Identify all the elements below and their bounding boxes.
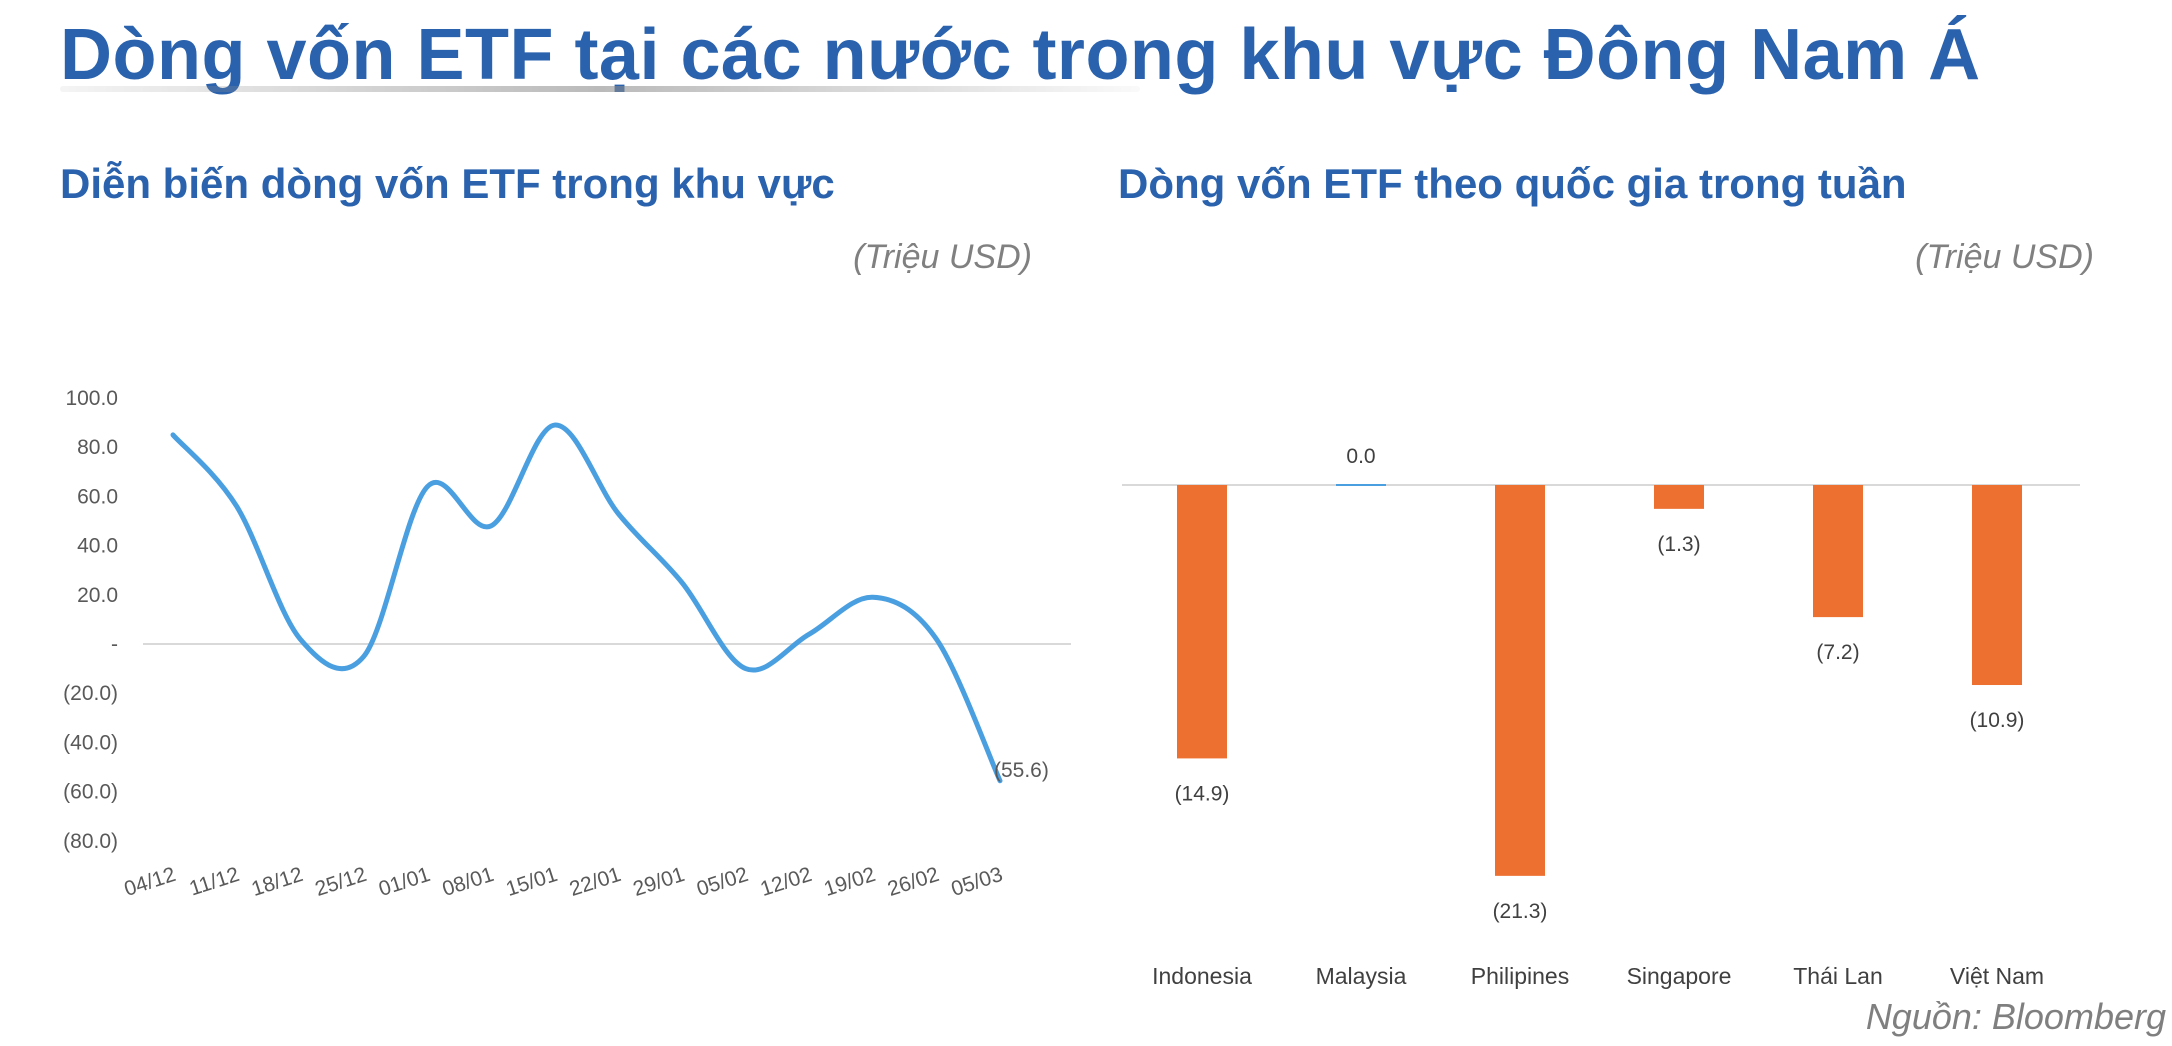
bar-data-label: (10.9) [1970, 709, 2025, 732]
category-label: Indonesia [1152, 963, 1252, 989]
bar-Indonesia [1177, 485, 1227, 759]
y-tick-label: 100.0 [65, 387, 118, 410]
x-tick-label: 25/12 [312, 863, 369, 901]
line-chart-unit: (Triệu USD) [853, 238, 1032, 276]
y-tick-label: (80.0) [63, 830, 118, 853]
y-tick-label: (60.0) [63, 781, 118, 804]
source-note: Nguồn: Bloomberg [1865, 996, 2166, 1037]
bar-data-label: (7.2) [1816, 641, 1859, 664]
x-tick-label: 18/12 [249, 863, 306, 901]
bar-data-label: (21.3) [1493, 900, 1548, 923]
line-chart-title: Diễn biến dòng vốn ETF trong khu vực [60, 160, 835, 207]
bar-chart-title: Dòng vốn ETF theo quốc gia trong tuần [1118, 160, 1907, 207]
bar-chart-unit: (Triệu USD) [1915, 238, 2094, 276]
y-tick-label: 20.0 [77, 584, 118, 607]
bar-data-label: (1.3) [1657, 533, 1700, 556]
bar-data-label: (14.9) [1175, 782, 1230, 805]
bar-Việt Nam [1972, 485, 2022, 686]
bar-Malaysia [1336, 484, 1386, 486]
category-label: Thái Lan [1793, 963, 1883, 989]
x-tick-label: 08/01 [440, 863, 497, 901]
category-label: Malaysia [1316, 963, 1407, 989]
title-underline [60, 86, 1140, 92]
y-tick-label: (20.0) [63, 682, 118, 705]
series-line [170, 422, 1003, 784]
x-tick-label: 12/02 [758, 863, 815, 901]
x-tick-label: 11/12 [187, 863, 243, 901]
bar-data-label: 0.0 [1346, 445, 1375, 468]
bar-Philipines [1495, 485, 1545, 876]
category-label: Philipines [1471, 963, 1569, 989]
y-tick-label: (40.0) [63, 731, 118, 754]
y-tick-label: - [111, 633, 118, 656]
x-tick-label: 29/01 [630, 863, 687, 901]
x-tick-label: 26/02 [885, 863, 942, 901]
data-label: (55.6) [994, 759, 1049, 782]
bar-Thái Lan [1813, 485, 1863, 618]
page-title: Dòng vốn ETF tại các nước trong khu vực … [60, 15, 1981, 95]
x-tick-label: 05/03 [948, 863, 1005, 901]
x-tick-label: 22/01 [567, 863, 624, 901]
x-tick-label: 04/12 [121, 863, 178, 901]
y-tick-label: 60.0 [77, 485, 118, 508]
x-tick-label: 05/02 [694, 863, 751, 901]
bar-Singapore [1654, 485, 1704, 509]
x-tick-label: 19/02 [821, 863, 878, 901]
y-tick-label: 40.0 [77, 535, 118, 558]
y-tick-label: 80.0 [77, 436, 118, 459]
x-tick-label: 01/01 [376, 863, 433, 901]
x-tick-label: 15/01 [503, 863, 560, 901]
category-label: Việt Nam [1950, 963, 2044, 989]
category-label: Singapore [1627, 963, 1732, 989]
